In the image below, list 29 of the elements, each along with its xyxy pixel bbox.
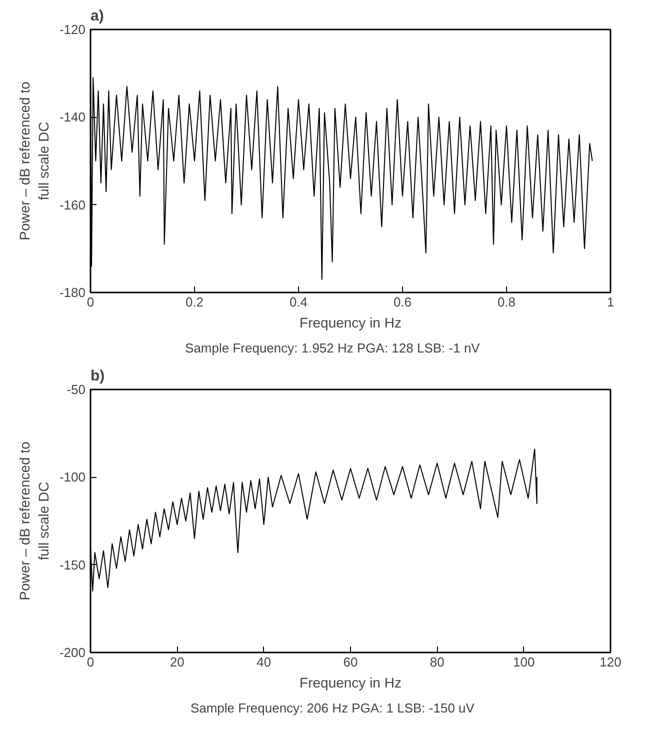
- y-axis-title: Power – dB referenced to full scale DC: [16, 441, 52, 600]
- chart-title: a): [90, 8, 104, 24]
- x-tick-label: 0: [86, 294, 94, 310]
- y-tick-label: -160: [59, 197, 86, 212]
- x-tick-label: 40: [256, 654, 272, 670]
- x-tick-label: 0.6: [393, 294, 412, 310]
- y-tick-label: -140: [59, 110, 86, 125]
- x-axis-title: Frequency in Hz: [300, 674, 402, 690]
- y-tick-label: -200: [59, 645, 86, 660]
- chart-title: b): [90, 368, 105, 384]
- x-tick-label: 1: [606, 294, 614, 310]
- x-tick-label: 120: [600, 654, 622, 670]
- x-tick-label: 0.8: [497, 294, 516, 310]
- y-tick-label: -100: [59, 470, 86, 485]
- x-tick-label: 20: [170, 654, 184, 670]
- x-tick-label: 0.4: [289, 294, 308, 310]
- x-axis-title: Frequency in Hz: [300, 314, 402, 330]
- y-tick-label: -120: [59, 22, 86, 37]
- x-tick-label: 0: [86, 654, 94, 670]
- x-tick-label: 0.2: [185, 294, 204, 310]
- x-tick-label: 100: [512, 654, 535, 670]
- y-axis-title: Power – dB referenced to full scale DC: [16, 81, 52, 240]
- x-tick-label: 80: [430, 654, 444, 670]
- y-tick-label: -50: [66, 382, 86, 397]
- text: Sample Frequency: 1.952 Hz PGA: 128 LSB: -1 nV: [185, 340, 480, 356]
- y-tick-label: -180: [59, 285, 86, 300]
- text: Sample Frequency: 206 Hz PGA: 1 LSB: -150 uV: [190, 700, 475, 716]
- y-tick-label: -150: [59, 557, 86, 572]
- x-tick-label: 60: [343, 654, 358, 670]
